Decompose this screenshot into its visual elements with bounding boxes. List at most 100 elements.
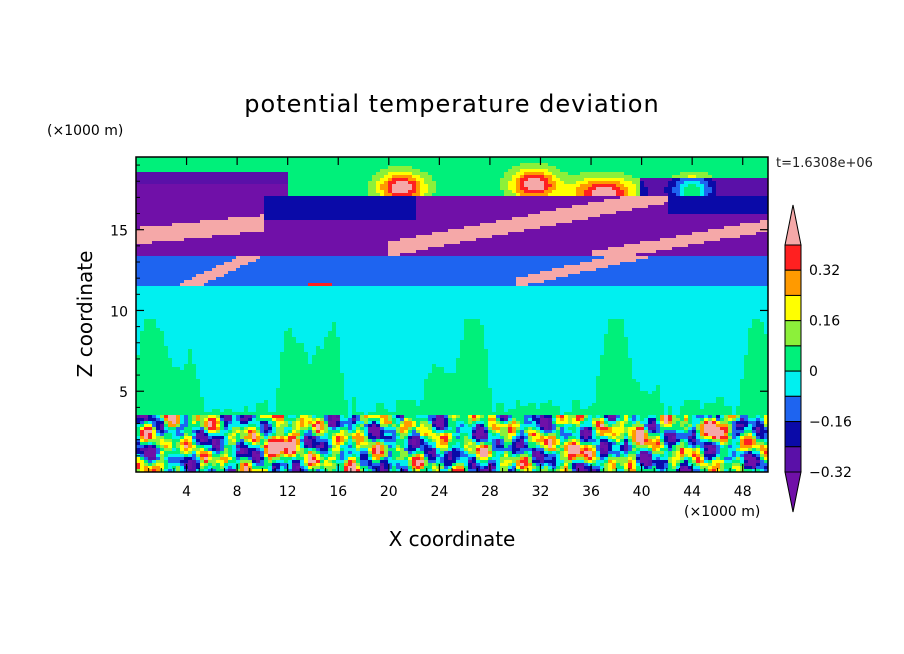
field-cell [280, 226, 285, 230]
field-cell [596, 247, 601, 251]
field-cell [348, 163, 353, 167]
field-cell [540, 235, 545, 239]
field-cell [256, 169, 261, 173]
field-cell [308, 214, 313, 218]
field-cell [180, 166, 185, 170]
field-cell [160, 199, 165, 203]
field-cell [380, 166, 385, 170]
field-cell [572, 157, 577, 161]
field-cell [572, 175, 577, 179]
field-cell [288, 232, 293, 236]
field-cell [440, 199, 445, 203]
field-cell [536, 166, 541, 170]
field-cell [740, 202, 745, 206]
field-cell [656, 205, 661, 209]
field-cell [300, 166, 305, 170]
field-cell [288, 181, 293, 185]
field-cell [512, 211, 517, 215]
field-cell [460, 214, 465, 218]
field-cell [136, 208, 141, 212]
field-cell [612, 214, 617, 218]
field-cell [708, 232, 713, 236]
field-cell [220, 208, 225, 212]
field-cell [724, 229, 729, 233]
field-cell [572, 202, 577, 206]
field-cell [376, 247, 381, 251]
field-cell [152, 223, 157, 227]
field-cell [168, 199, 173, 203]
field-cell [152, 220, 157, 224]
field-cell [444, 178, 449, 182]
field-cell [360, 172, 365, 176]
field-cell [424, 163, 429, 167]
field-cell [256, 160, 261, 164]
field-cell [192, 190, 197, 194]
field-cell [460, 202, 465, 206]
field-cell [576, 190, 581, 194]
field-cell [520, 241, 525, 245]
field-cell [340, 220, 345, 224]
field-cell [660, 175, 665, 179]
field-cell [544, 220, 549, 224]
field-cell [488, 178, 493, 182]
field-cell [156, 220, 161, 224]
field-cell [484, 160, 489, 164]
field-cell [188, 244, 193, 248]
field-cell [584, 205, 589, 209]
field-cell [280, 250, 285, 254]
field-cell [532, 220, 537, 224]
field-cell [208, 205, 213, 209]
field-cell [564, 187, 569, 191]
field-cell [576, 214, 581, 218]
field-cell [636, 244, 641, 248]
field-cell [332, 211, 337, 215]
field-cell [372, 199, 377, 203]
field-cell [720, 217, 725, 221]
field-cell [708, 163, 713, 167]
field-cell [672, 241, 677, 245]
field-cell [508, 238, 513, 242]
field-cell [456, 220, 461, 224]
field-cell [744, 217, 749, 221]
field-cell [648, 184, 653, 188]
field-cell [192, 157, 197, 161]
field-cell [276, 178, 281, 182]
field-cell [412, 187, 417, 191]
field-cell [168, 208, 173, 212]
field-cell [332, 187, 337, 191]
field-cell [704, 172, 709, 176]
field-cell [512, 232, 517, 236]
field-cell [368, 238, 373, 242]
field-cell [256, 184, 261, 188]
field-cell [152, 208, 157, 212]
field-cell [604, 229, 609, 233]
field-cell [764, 181, 768, 185]
field-cell [664, 181, 669, 185]
field-cell [480, 247, 485, 251]
field-cell [340, 214, 345, 218]
field-cell [396, 217, 401, 221]
field-cell [672, 235, 677, 239]
field-cell [516, 199, 521, 203]
field-cell [316, 220, 321, 224]
field-cell [336, 208, 341, 212]
field-cell [340, 175, 345, 179]
field-cell [752, 160, 757, 164]
field-cell [248, 187, 253, 191]
field-cell [696, 175, 701, 179]
field-cell [472, 163, 477, 167]
field-cell [572, 232, 577, 236]
field-cell [228, 181, 233, 185]
field-cell [636, 169, 641, 173]
field-cell [756, 208, 761, 212]
field-cell [356, 217, 361, 221]
field-cell [476, 175, 481, 179]
field-cell [404, 244, 409, 248]
field-cell [276, 250, 281, 254]
field-cell [448, 235, 453, 239]
field-cell [748, 235, 753, 239]
field-cell [720, 220, 725, 224]
field-cell [616, 157, 621, 161]
field-cell [436, 205, 441, 209]
field-cell [176, 181, 181, 185]
